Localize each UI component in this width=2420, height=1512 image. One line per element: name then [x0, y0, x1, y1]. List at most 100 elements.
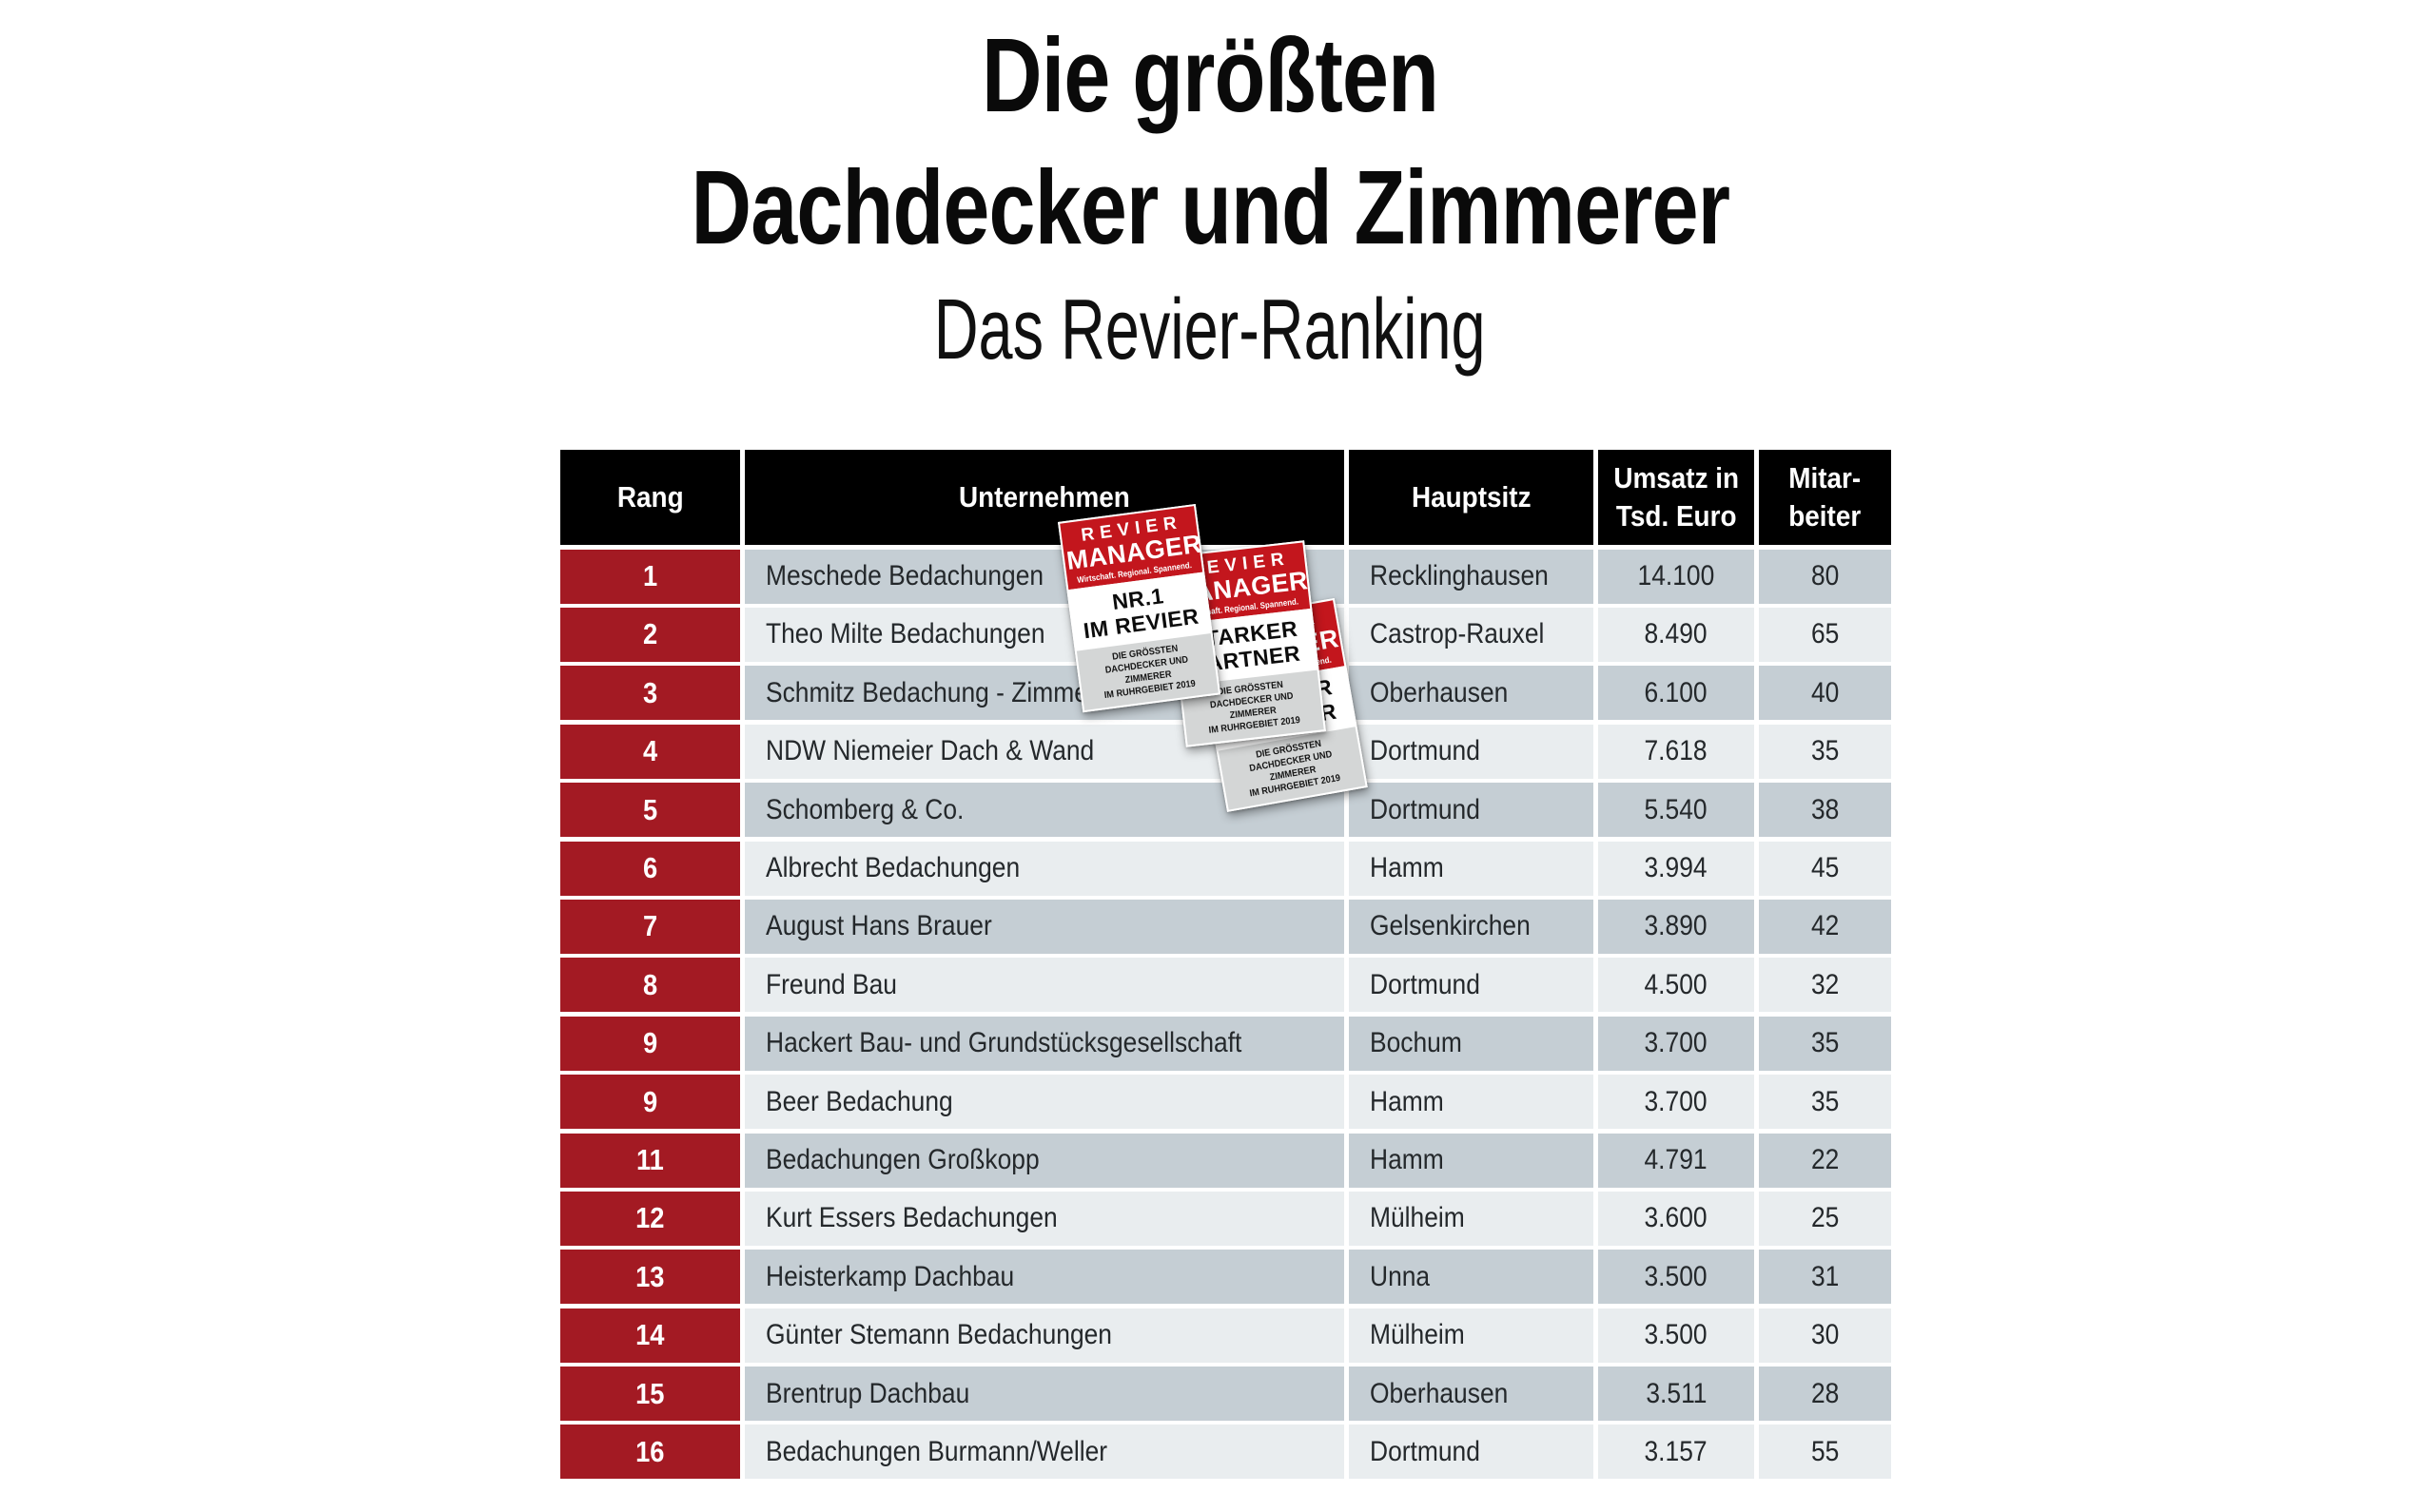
city-cell: Hamm [1349, 1133, 1593, 1188]
city-cell: Castrop-Rauxel [1349, 607, 1593, 662]
table-row-13: 13 Heisterkamp Dachbau Unna 3.500 31 [560, 1250, 1891, 1305]
rank-cell: 15 [560, 1367, 740, 1422]
employees-cell: 22 [1759, 1133, 1891, 1188]
employees-cell: 28 [1759, 1367, 1891, 1422]
employees-cell: 45 [1759, 841, 1891, 896]
table-row-9b: 9 Beer Bedachung Hamm 3.700 35 [560, 1075, 1891, 1130]
employees-cell: 31 [1759, 1250, 1891, 1305]
revenue-cell: 7.618 [1598, 724, 1754, 779]
revenue-cell: 3.157 [1598, 1425, 1754, 1480]
header-mitarbeiter: Mitar- beiter [1759, 450, 1891, 545]
company-cell: Schomberg & Co. [745, 783, 1344, 838]
revenue-cell: 3.600 [1598, 1191, 1754, 1246]
rank-cell: 4 [560, 724, 740, 779]
company-cell: Brentrup Dachbau [745, 1367, 1344, 1422]
employees-cell: 42 [1759, 899, 1891, 954]
revenue-cell: 3.511 [1598, 1367, 1754, 1422]
city-cell: Mülheim [1349, 1308, 1593, 1363]
revenue-cell: 4.500 [1598, 958, 1754, 1013]
company-cell: Freund Bau [745, 958, 1344, 1013]
page-title-line1: Die größten [0, 24, 2420, 128]
page-title-line1-text: Die größten [981, 17, 1439, 134]
employees-cell: 35 [1759, 724, 1891, 779]
city-cell: Dortmund [1349, 958, 1593, 1013]
rank-cell: 11 [560, 1133, 740, 1188]
page-title-line2: Dachdecker und Zimmerer [0, 156, 2420, 261]
employees-cell: 40 [1759, 666, 1891, 721]
company-cell: August Hans Brauer [745, 899, 1344, 954]
table-row-5: 5 Schomberg & Co. Dortmund 5.540 38 [560, 783, 1891, 838]
employees-cell: 38 [1759, 783, 1891, 838]
rank-cell: 2 [560, 607, 740, 662]
header-rang: Rang [560, 450, 740, 545]
page-subtitle-text: Das Revier-Ranking [934, 282, 1486, 378]
table-row-15: 15 Brentrup Dachbau Oberhausen 3.511 28 [560, 1367, 1891, 1422]
employees-cell: 65 [1759, 607, 1891, 662]
city-cell: Unna [1349, 1250, 1593, 1305]
award-badge-nr1-im-revier: REVIER MANAGER Wirtschaft. Regional. Spa… [1058, 503, 1221, 713]
city-cell: Dortmund [1349, 724, 1593, 779]
rank-cell: 7 [560, 899, 740, 954]
company-cell: Günter Stemann Bedachungen [745, 1308, 1344, 1363]
revenue-cell: 3.700 [1598, 1075, 1754, 1130]
city-cell: Bochum [1349, 1016, 1593, 1071]
header-hauptsitz: Hauptsitz [1349, 450, 1593, 545]
page-subtitle: Das Revier-Ranking [0, 287, 2420, 373]
ranking-table: Rang Unternehmen Hauptsitz Umsatz in Tsd… [560, 450, 1891, 1483]
revenue-cell: 3.700 [1598, 1016, 1754, 1071]
city-cell: Hamm [1349, 841, 1593, 896]
rank-cell: 3 [560, 666, 740, 721]
company-cell: Bedachungen Burmann/Weller [745, 1425, 1344, 1480]
table-row-16: 16 Bedachungen Burmann/Weller Dortmund 3… [560, 1425, 1891, 1480]
table-row-4: 4 NDW Niemeier Dach & Wand Dortmund 7.61… [560, 724, 1891, 779]
city-cell: Hamm [1349, 1075, 1593, 1130]
revenue-cell: 3.500 [1598, 1308, 1754, 1363]
table-row-8: 8 Freund Bau Dortmund 4.500 32 [560, 958, 1891, 1013]
page-title-line2-text: Dachdecker und Zimmerer [691, 149, 1730, 266]
company-cell: Beer Bedachung [745, 1075, 1344, 1130]
table-row-11: 11 Bedachungen Großkopp Hamm 4.791 22 [560, 1133, 1891, 1188]
revenue-cell: 6.100 [1598, 666, 1754, 721]
company-cell: Bedachungen Großkopp [745, 1133, 1344, 1188]
employees-cell: 30 [1759, 1308, 1891, 1363]
employees-cell: 80 [1759, 549, 1891, 604]
header-unternehmen: Unternehmen [745, 450, 1344, 545]
revenue-cell: 3.500 [1598, 1250, 1754, 1305]
employees-cell: 35 [1759, 1075, 1891, 1130]
rank-cell: 8 [560, 958, 740, 1013]
employees-cell: 55 [1759, 1425, 1891, 1480]
employees-cell: 32 [1759, 958, 1891, 1013]
employees-cell: 25 [1759, 1191, 1891, 1246]
company-cell: Albrecht Bedachungen [745, 841, 1344, 896]
revenue-cell: 4.791 [1598, 1133, 1754, 1188]
revenue-cell: 3.994 [1598, 841, 1754, 896]
table-row-6: 6 Albrecht Bedachungen Hamm 3.994 45 [560, 841, 1891, 896]
company-cell: Kurt Essers Bedachungen [745, 1191, 1344, 1246]
table-header-row: Rang Unternehmen Hauptsitz Umsatz in Tsd… [560, 450, 1891, 545]
rank-cell: 16 [560, 1425, 740, 1480]
rank-cell: 1 [560, 549, 740, 604]
rank-cell: 5 [560, 783, 740, 838]
revenue-cell: 3.890 [1598, 899, 1754, 954]
rank-cell: 14 [560, 1308, 740, 1363]
table-row-14: 14 Günter Stemann Bedachungen Mülheim 3.… [560, 1308, 1891, 1363]
rank-cell: 12 [560, 1191, 740, 1246]
rank-cell: 9 [560, 1075, 740, 1130]
rank-cell: 13 [560, 1250, 740, 1305]
city-cell: Gelsenkirchen [1349, 899, 1593, 954]
table-row-12: 12 Kurt Essers Bedachungen Mülheim 3.600… [560, 1191, 1891, 1246]
revenue-cell: 8.490 [1598, 607, 1754, 662]
city-cell: Dortmund [1349, 783, 1593, 838]
table-row-7: 7 August Hans Brauer Gelsenkirchen 3.890… [560, 899, 1891, 954]
table-row-9a: 9 Hackert Bau- und Grundstücksgesellscha… [560, 1016, 1891, 1071]
revenue-cell: 14.100 [1598, 549, 1754, 604]
revenue-cell: 5.540 [1598, 783, 1754, 838]
company-cell: Hackert Bau- und Grundstücksgesellschaft [745, 1016, 1344, 1071]
rank-cell: 6 [560, 841, 740, 896]
city-cell: Oberhausen [1349, 1367, 1593, 1422]
company-cell: Heisterkamp Dachbau [745, 1250, 1344, 1305]
city-cell: Dortmund [1349, 1425, 1593, 1480]
city-cell: Mülheim [1349, 1191, 1593, 1246]
city-cell: Oberhausen [1349, 666, 1593, 721]
